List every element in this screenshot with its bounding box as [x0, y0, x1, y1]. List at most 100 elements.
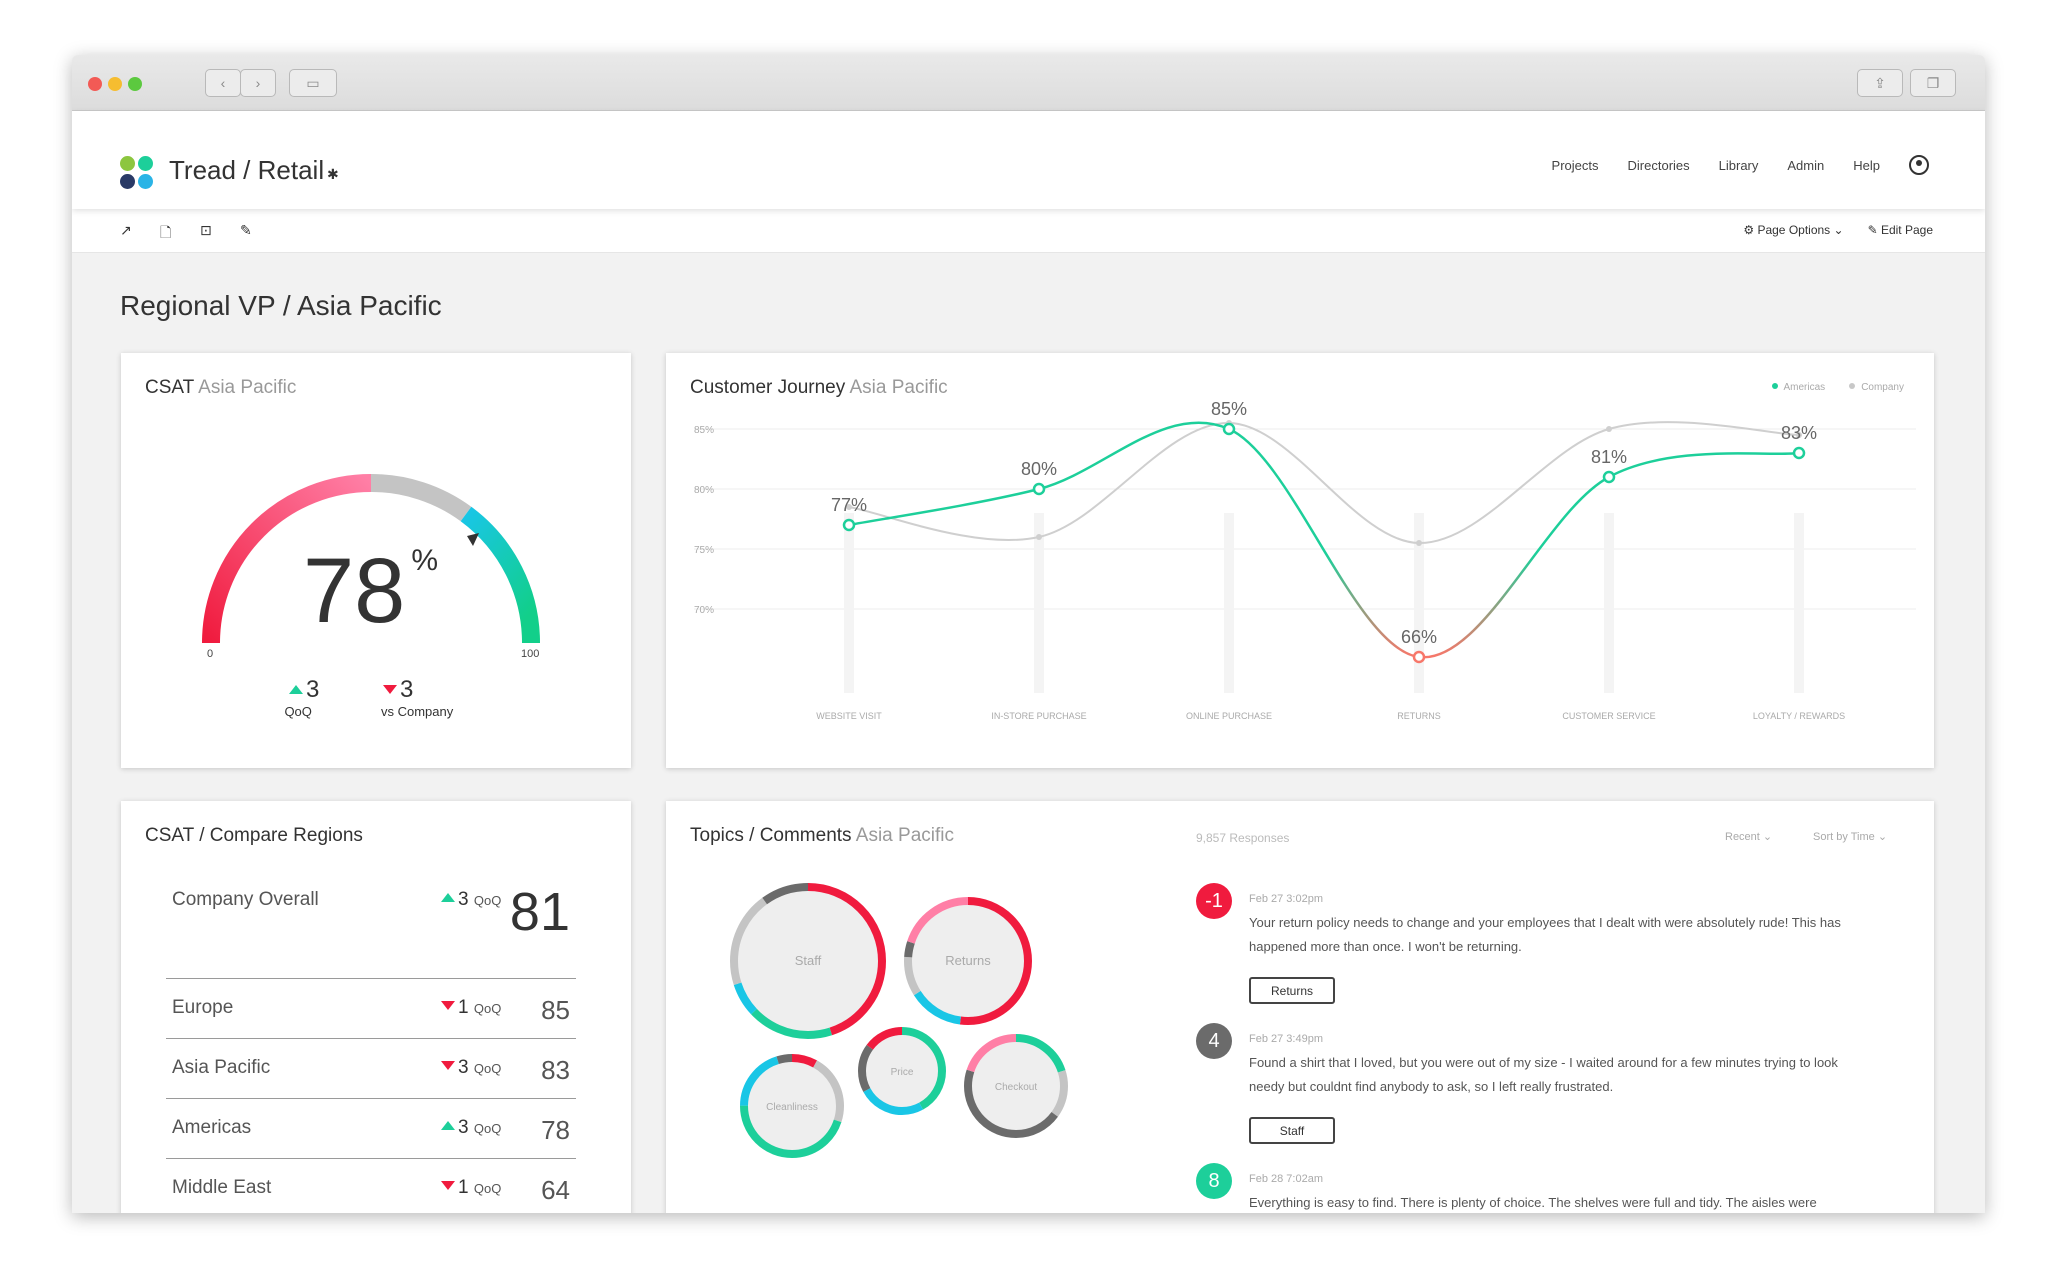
- zoom-window-icon[interactable]: [128, 77, 142, 91]
- bubble-segment: [964, 1034, 1068, 1138]
- user-profile-icon[interactable]: [1909, 155, 1929, 175]
- trend-up-icon: [289, 685, 303, 694]
- bubble-segment: [730, 883, 886, 1039]
- region-trend: 1 QoQ: [441, 997, 501, 1019]
- responses-count: 9,857 Responses: [1196, 831, 1290, 845]
- region-trend: 3 QoQ: [441, 1057, 501, 1079]
- page-options-button[interactable]: ⚙ Page Options ⌄: [1743, 223, 1844, 237]
- share-browser-icon[interactable]: ⇪: [1857, 69, 1903, 97]
- americas-point: [1602, 470, 1616, 484]
- comment-topic-tag[interactable]: Returns: [1249, 977, 1335, 1004]
- topic-bubble[interactable]: Staff: [730, 883, 886, 1039]
- comment-date: Feb 28 7:02am: [1249, 1173, 1323, 1185]
- forward-button[interactable]: ›: [240, 69, 276, 97]
- tabs-overview-icon[interactable]: ❐: [1910, 69, 1956, 97]
- topic-bubble[interactable]: Returns: [904, 897, 1032, 1025]
- score-badge: 4: [1196, 1023, 1232, 1059]
- data-label: 80%: [1021, 459, 1057, 479]
- company-overall-period: QoQ: [473, 893, 502, 908]
- topics-title: Topics / Comments: [690, 825, 852, 846]
- region-period: QoQ: [473, 1181, 502, 1196]
- back-button[interactable]: ‹: [205, 69, 241, 97]
- document-icon[interactable]: 🗋: [160, 224, 172, 240]
- sidebar-toggle-icon[interactable]: ▭: [289, 69, 337, 97]
- comment-topic-tag[interactable]: Staff: [1249, 1117, 1335, 1144]
- nav-library[interactable]: Library: [1718, 157, 1759, 173]
- trend-down-icon: [441, 1001, 455, 1010]
- share-icon[interactable]: ↗: [120, 222, 132, 238]
- region-row: Asia Pacific 3 QoQ 83: [166, 1038, 576, 1097]
- region-trend: 1 QoQ: [441, 1177, 501, 1199]
- compare-regions-card: CSAT / Compare Regions Company Overall 3…: [121, 801, 631, 1213]
- y-tick-label: 70%: [694, 605, 714, 616]
- bubble-label: Cleanliness: [766, 1102, 818, 1113]
- company-overall-change: 3: [458, 889, 469, 910]
- main-nav: Projects Directories Library Admin Help: [1552, 155, 1929, 175]
- journey-region: Asia Pacific: [849, 377, 948, 398]
- vs-company-value: 3: [400, 676, 414, 703]
- bubble-label: Returns: [945, 953, 991, 968]
- journey-line-chart: 85% 80% 75% 70% WEBSITE VISIT IN-STORE PURCHA…: [694, 399, 1916, 721]
- bubble-segment: [740, 1054, 844, 1158]
- bubble-fill: [971, 1041, 1061, 1131]
- nav-directories[interactable]: Directories: [1627, 157, 1690, 173]
- sort-dropdown[interactable]: Sort by Time ⌄: [1813, 830, 1887, 843]
- trend-down-icon: [441, 1181, 455, 1190]
- close-window-icon[interactable]: [88, 77, 102, 91]
- nav-admin[interactable]: Admin: [1787, 157, 1825, 173]
- topics-region: Asia Pacific: [855, 825, 954, 846]
- trend-up-icon: [441, 1121, 455, 1130]
- region-row: Europe 1 QoQ 85: [166, 978, 576, 1037]
- present-icon[interactable]: ⊡: [200, 222, 212, 238]
- region-name: Europe: [172, 997, 234, 1018]
- region-change: 1: [458, 997, 469, 1018]
- bubble-fill: [737, 890, 879, 1032]
- minimize-window-icon[interactable]: [108, 77, 122, 91]
- region-value: 78: [541, 1115, 570, 1145]
- americas-point: [1792, 446, 1806, 460]
- csat-card-title: CSAT Asia Pacific: [145, 377, 296, 399]
- topic-bubble[interactable]: Cleanliness: [740, 1054, 844, 1158]
- gauge-pointer-icon: [467, 533, 479, 546]
- qoq-label: QoQ: [284, 704, 312, 719]
- x-tick-label: IN-STORE PURCHASE: [991, 711, 1086, 721]
- nav-help[interactable]: Help: [1853, 157, 1880, 173]
- app-title: Tread / Retail: [169, 155, 325, 185]
- journey-card-title: Customer Journey Asia Pacific: [690, 377, 948, 399]
- x-tick-label: RETURNS: [1397, 711, 1441, 721]
- topic-bubble[interactable]: Checkout: [964, 1034, 1068, 1138]
- chevron-down-icon: ⌄: [1877, 831, 1888, 843]
- trend-up-icon: [441, 893, 455, 902]
- csat-vs-company: 3 vs Company: [381, 676, 453, 719]
- csat-title: CSAT: [145, 377, 194, 398]
- gear-icon[interactable]: ✱: [327, 166, 339, 182]
- region-row: Middle East 1 QoQ 64: [166, 1158, 576, 1213]
- csat-score: 78: [303, 540, 406, 642]
- page-toolbar: ↗ 🗋 ⊡ ✎ ⚙ Page Options ⌄ ✎ Edit Page: [72, 209, 1985, 253]
- company-overall-name: Company Overall: [172, 889, 319, 910]
- category-column: [844, 513, 854, 693]
- data-label: 85%: [1211, 399, 1247, 419]
- company-point: [846, 504, 852, 510]
- comment-date: Feb 27 3:02pm: [1249, 893, 1323, 905]
- filter-recent-dropdown[interactable]: Recent ⌄: [1725, 830, 1772, 843]
- brush-icon[interactable]: ✎: [240, 222, 252, 238]
- company-overall-row: Company Overall 3 QoQ 81: [166, 881, 576, 966]
- topic-bubble[interactable]: Price: [858, 1027, 946, 1115]
- comment-date: Feb 27 3:49pm: [1249, 1033, 1323, 1045]
- edit-page-button[interactable]: ✎ Edit Page: [1867, 223, 1933, 237]
- csat-unit: %: [411, 544, 439, 577]
- bubble-segment: [858, 1027, 946, 1115]
- trend-down-icon: [383, 685, 397, 694]
- data-label: 83%: [1781, 423, 1817, 443]
- bubble-label: Price: [891, 1067, 914, 1078]
- gauge-max-label: 100: [521, 648, 540, 660]
- bubble-segment: [858, 1027, 946, 1115]
- bubble-fill: [747, 1061, 837, 1151]
- company-overall-trend: 3 QoQ: [441, 889, 501, 911]
- nav-projects[interactable]: Projects: [1551, 157, 1599, 173]
- region-name: Middle East: [172, 1177, 272, 1198]
- bubble-segment: [740, 1054, 844, 1158]
- legend-americas: Americas: [1771, 382, 1825, 393]
- browser-titlebar: ‹ › ▭ ⇪ ❐: [72, 55, 1985, 111]
